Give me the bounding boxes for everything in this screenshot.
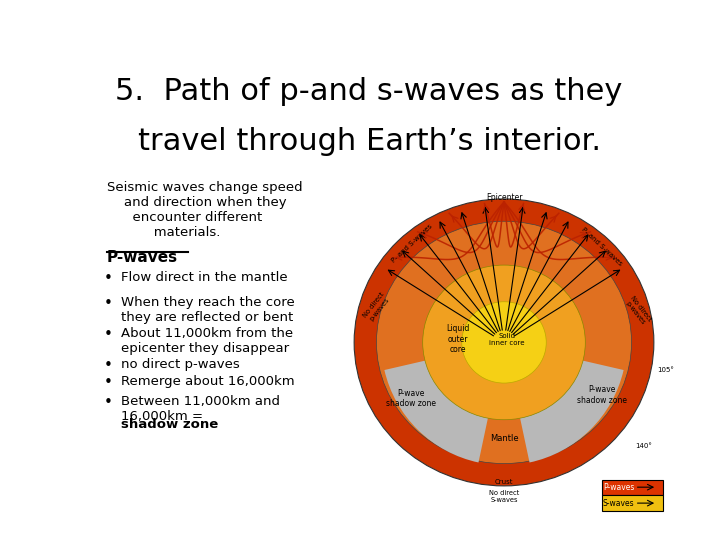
- Text: Remerge about 16,000km: Remerge about 16,000km: [121, 375, 294, 388]
- Text: Epicenter: Epicenter: [486, 193, 522, 202]
- Ellipse shape: [354, 199, 654, 486]
- Text: About 11,000km from the
epicenter they disappear: About 11,000km from the epicenter they d…: [121, 327, 293, 355]
- Text: Liquid
outer
core: Liquid outer core: [446, 325, 469, 354]
- Text: 105°: 105°: [657, 367, 674, 373]
- Text: Crust: Crust: [495, 479, 513, 485]
- Text: P-waves: P-waves: [603, 483, 634, 492]
- Text: Seismic waves change speed
    and direction when they
      encounter different: Seismic waves change speed and direction…: [107, 181, 302, 239]
- Text: When they reach the core
they are reflected or bent: When they reach the core they are reflec…: [121, 295, 294, 323]
- Text: shadow zone: shadow zone: [121, 418, 218, 431]
- Text: No direct
p-waves: No direct p-waves: [362, 292, 391, 323]
- Text: Between 11,000km and
16,000km =: Between 11,000km and 16,000km =: [121, 395, 279, 423]
- Text: P-waves: P-waves: [107, 250, 178, 265]
- Text: no direct p-waves: no direct p-waves: [121, 358, 240, 371]
- Text: P- and S-waves: P- and S-waves: [390, 224, 433, 264]
- Wedge shape: [504, 342, 624, 462]
- FancyBboxPatch shape: [602, 496, 662, 511]
- Text: •: •: [104, 395, 113, 410]
- Text: •: •: [104, 375, 113, 389]
- Text: 140°: 140°: [635, 443, 652, 449]
- Text: •: •: [104, 327, 113, 342]
- Ellipse shape: [423, 265, 585, 420]
- Ellipse shape: [462, 302, 546, 383]
- Text: Solid
inner core: Solid inner core: [490, 333, 525, 346]
- Text: Mantle: Mantle: [490, 434, 518, 443]
- FancyBboxPatch shape: [602, 480, 662, 495]
- Text: No direct
S-waves: No direct S-waves: [489, 490, 519, 503]
- Text: S-waves: S-waves: [603, 498, 634, 508]
- Text: No direct
p-waves: No direct p-waves: [624, 295, 652, 327]
- Text: •: •: [104, 358, 113, 373]
- Text: P-wave
shadow zone: P-wave shadow zone: [577, 386, 627, 404]
- Text: 5.  Path of p-and s-waves as they: 5. Path of p-and s-waves as they: [115, 77, 623, 106]
- Ellipse shape: [377, 221, 631, 463]
- Text: travel through Earth’s interior.: travel through Earth’s interior.: [138, 127, 600, 156]
- Text: Flow direct in the mantle: Flow direct in the mantle: [121, 271, 287, 284]
- Text: •: •: [104, 271, 113, 286]
- Text: P-wave
shadow zone: P-wave shadow zone: [386, 388, 436, 408]
- Wedge shape: [384, 342, 504, 462]
- Text: P- and S-waves: P- and S-waves: [580, 226, 623, 267]
- Text: •: •: [104, 295, 113, 310]
